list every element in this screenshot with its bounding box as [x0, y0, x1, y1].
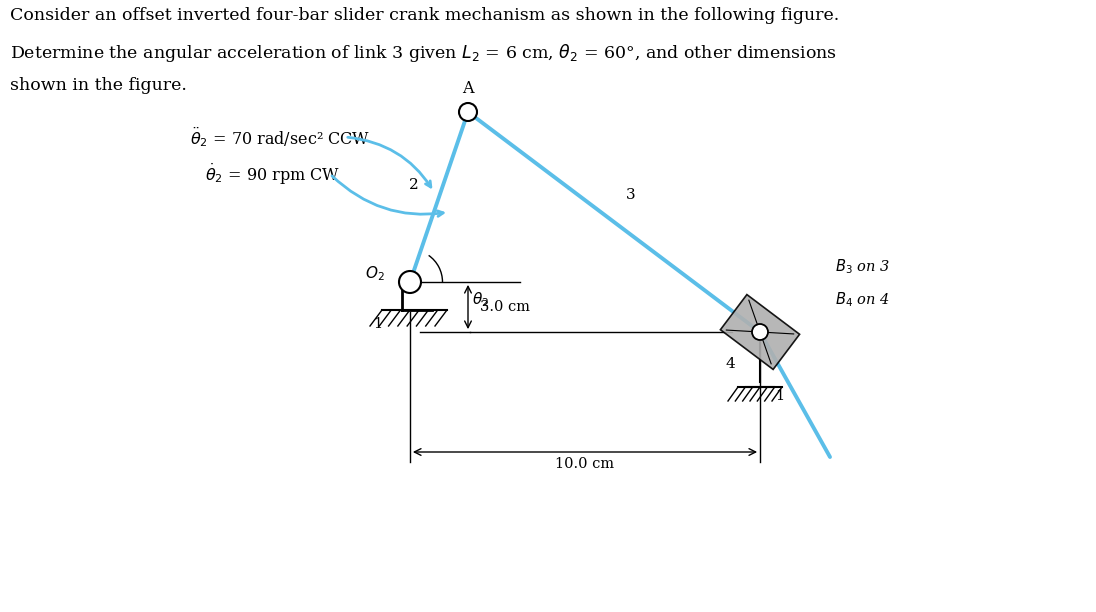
Text: $O_2$: $O_2$	[365, 264, 385, 283]
Circle shape	[752, 324, 768, 340]
Text: 1: 1	[775, 389, 784, 403]
Text: Determine the angular acceleration of link 3 given $L_2$ = 6 cm, $\theta_2$ = 60: Determine the angular acceleration of li…	[10, 42, 837, 64]
Text: 10.0 cm: 10.0 cm	[556, 457, 615, 471]
Circle shape	[459, 103, 477, 121]
Text: 2: 2	[409, 178, 419, 192]
Text: shown in the figure.: shown in the figure.	[10, 77, 187, 94]
Text: 4: 4	[726, 357, 735, 371]
Text: $B_3$ on 3: $B_3$ on 3	[835, 257, 890, 275]
Text: 1: 1	[374, 317, 383, 331]
Circle shape	[399, 271, 421, 293]
Text: Consider an offset inverted four-bar slider crank mechanism as shown in the foll: Consider an offset inverted four-bar sli…	[10, 7, 840, 24]
Text: $\ddot{\theta}_2$ = 70 rad/sec² CCW: $\ddot{\theta}_2$ = 70 rad/sec² CCW	[190, 125, 370, 149]
Text: $\dot{\theta}_2$ = 90 rpm CW: $\dot{\theta}_2$ = 90 rpm CW	[205, 162, 341, 187]
Text: 3.0 cm: 3.0 cm	[480, 300, 530, 314]
Text: $\theta_2$: $\theta_2$	[472, 290, 489, 308]
Text: $B_4$ on 4: $B_4$ on 4	[835, 290, 890, 308]
Text: A: A	[463, 80, 473, 97]
Text: 3: 3	[626, 188, 636, 202]
Polygon shape	[720, 294, 800, 370]
